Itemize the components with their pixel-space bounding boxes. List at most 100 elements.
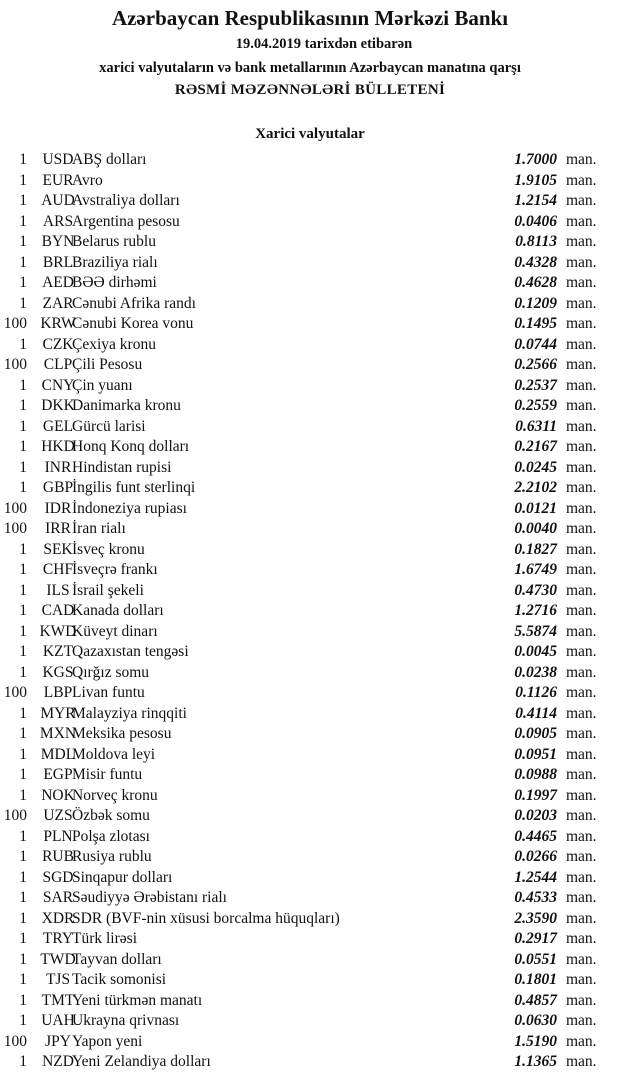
nominal: 1 [19,786,27,804]
currency-name: Cənubi Afrika randı [72,294,196,312]
rate-row: 1 DKK Danimarka kronu 0.2559 man. [0,396,620,417]
unit-label: man. [566,663,597,681]
currency-name: Rusiya rublu [72,848,152,865]
currency-code: EGP [43,766,73,783]
unit-label: man. [566,233,597,250]
exchange-rate: 0.8113 [515,233,557,250]
currency-name: İsveç kronu [72,540,145,558]
currency-code: EUR [42,171,74,189]
currency-name: Braziliya rialı [72,253,158,271]
exchange-rate: 1.1365 [514,1053,557,1070]
nominal: 1 [19,704,27,722]
nominal: 1 [19,479,27,496]
nominal: 1 [19,376,27,394]
currency-name: Cənubi Korea vonu [72,315,194,332]
currency-name: Honq Konq dolları [72,438,190,455]
unit-label: man. [566,376,597,394]
currency-name: İndoneziya rupiası [72,499,187,517]
rate-row: 1 CZK Çexiya kronu 0.0744 man. [0,335,620,356]
currency-code: KRW [40,315,76,332]
nominal: 1 [19,827,27,845]
nominal: 100 [3,499,27,517]
unit-label: man. [566,1032,597,1050]
currency-code: NOK [41,786,75,804]
exchange-rate: 0.4857 [514,991,557,1009]
nominal: 1 [19,438,27,455]
currency-name: Yeni Zelandiya dolları [72,1053,211,1070]
currency-code: MXN [39,725,77,742]
currency-name: Ukrayna qrivnası [72,1012,180,1029]
unit-label: man. [566,909,597,927]
section-heading: Xarici valyutalar [255,126,365,142]
unit-label: man. [566,766,597,783]
currency-name: Qırğız somu [72,663,150,681]
exchange-rate: 1.5190 [514,1032,557,1050]
currency-name: Misir funtu [72,766,143,783]
exchange-rate: 2.2102 [514,479,557,496]
rate-row: 1 CAD Kanada dolları 1.2716 man. [0,601,620,622]
unit-label: man. [566,991,597,1009]
exchange-rate: 1.7000 [514,151,557,168]
nominal: 1 [19,274,27,291]
nominal: 1 [19,171,27,189]
currency-code: LBP [43,684,73,701]
exchange-rate: 0.0121 [514,499,557,517]
currency-code: USD [42,151,74,168]
nominal: 1 [19,192,27,209]
currency-code: JPY [45,1032,71,1050]
currency-name: İsveçrə frankı [72,561,158,578]
unit-label: man. [566,622,597,640]
rate-row: 1 SAR Səudiyyə Ərəbistanı rialı 0.4533 man. [0,888,620,909]
currency-code: MDL [40,745,76,763]
currency-code: RUB [42,848,74,865]
rate-row: 1 MDL Moldova leyi 0.0951 man. [0,745,620,766]
nominal: 1 [19,335,27,353]
nominal: 1 [19,602,27,619]
exchange-rate: 0.4114 [515,704,557,722]
unit-label: man. [566,253,597,271]
currency-code: DKK [41,397,75,414]
nominal: 1 [19,417,27,435]
unit-label: man. [566,848,597,865]
exchange-rate: 0.2559 [514,397,557,414]
unit-label: man. [566,520,597,537]
currency-name: ABŞ dolları [72,151,147,168]
currency-code: IDR [44,499,72,517]
exchange-rate: 0.0630 [514,1012,557,1029]
currency-code: KWD [39,622,77,640]
exchange-rate: 0.0951 [514,745,557,763]
exchange-rate: 0.0406 [514,212,557,230]
unit-label: man. [566,1053,597,1070]
unit-label: man. [566,499,597,517]
exchange-rate: 0.0551 [514,950,557,968]
currency-code: SEK [43,540,73,558]
unit-label: man. [566,335,597,353]
rate-row: 1 EUR Avro 1.9105 man. [0,171,620,192]
effective-date: 19.04.2019 tarixdən etibarən [235,36,413,52]
rate-row: 100 CLP Çili Pesosu 0.2566 man. [0,355,620,376]
exchange-rate: 0.0245 [514,458,557,476]
currency-code: INR [44,458,72,476]
rate-row: 1 SGD Sinqapur dolları 1.2544 man. [0,868,620,889]
exchange-rate: 0.1801 [514,971,557,988]
exchange-rate: 1.2154 [514,192,557,209]
currency-code: GEL [42,417,74,435]
currency-name: Çili Pesosu [72,356,143,373]
currency-code: CZK [42,335,74,353]
unit-label: man. [566,479,597,496]
exchange-rate: 0.1997 [514,786,557,804]
unit-label: man. [566,602,597,619]
exchange-rate: 0.2167 [514,438,557,455]
unit-label: man. [566,151,597,168]
exchange-rate: 0.1495 [514,315,557,332]
unit-label: man. [566,827,597,845]
currency-name: Yapon yeni [72,1032,143,1050]
nominal: 100 [3,520,27,537]
currency-code: CAD [41,602,75,619]
rate-row: 100 KRW Cənubi Korea vonu 0.1495 man. [0,314,620,335]
exchange-rate: 0.0988 [514,766,557,783]
rate-row: 1 CNY Çin yuanı 0.2537 man. [0,376,620,397]
exchange-rate: 0.1209 [514,294,557,312]
rate-row: 1 ARS Argentina pesosu 0.0406 man. [0,212,620,233]
nominal: 1 [19,848,27,865]
